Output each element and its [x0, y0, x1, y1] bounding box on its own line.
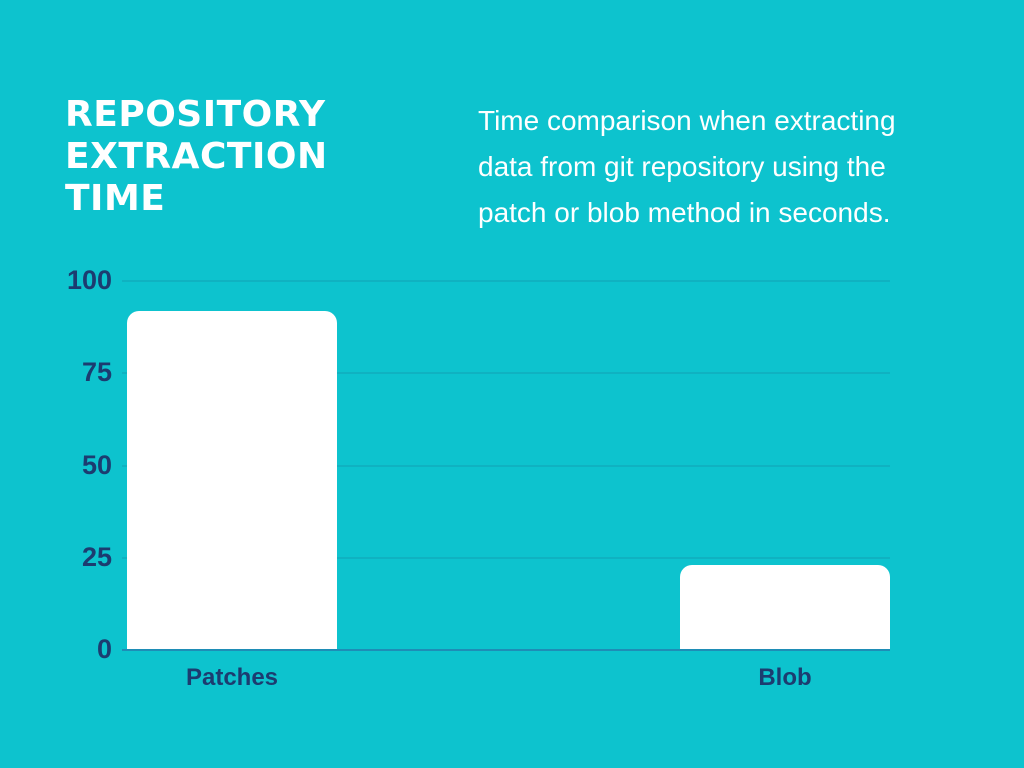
y-axis-tick-label-100: 100: [66, 264, 112, 295]
gridline-50: [122, 464, 890, 467]
chart-description: Time comparison when extracting data fro…: [478, 105, 896, 228]
y-axis-tick-label-50: 50: [81, 449, 112, 480]
gridline-100: [122, 280, 890, 282]
y-axis-tick-label-75: 75: [81, 357, 112, 388]
gridline-75: [122, 372, 890, 375]
y-axis-tick-label-25: 25: [81, 541, 112, 572]
x-axis-label-blob: Blob: [758, 664, 812, 691]
y-axis-tick-label-0: 0: [96, 633, 112, 664]
x-axis-label-patches: Patches: [185, 664, 279, 691]
gridline-25: [122, 556, 890, 559]
x-axis-baseline: [122, 649, 890, 651]
bar-blob: [680, 565, 890, 650]
bar-patches: [127, 310, 337, 650]
page-title: REPOSITORY EXTRACTION TIME: [65, 94, 328, 219]
